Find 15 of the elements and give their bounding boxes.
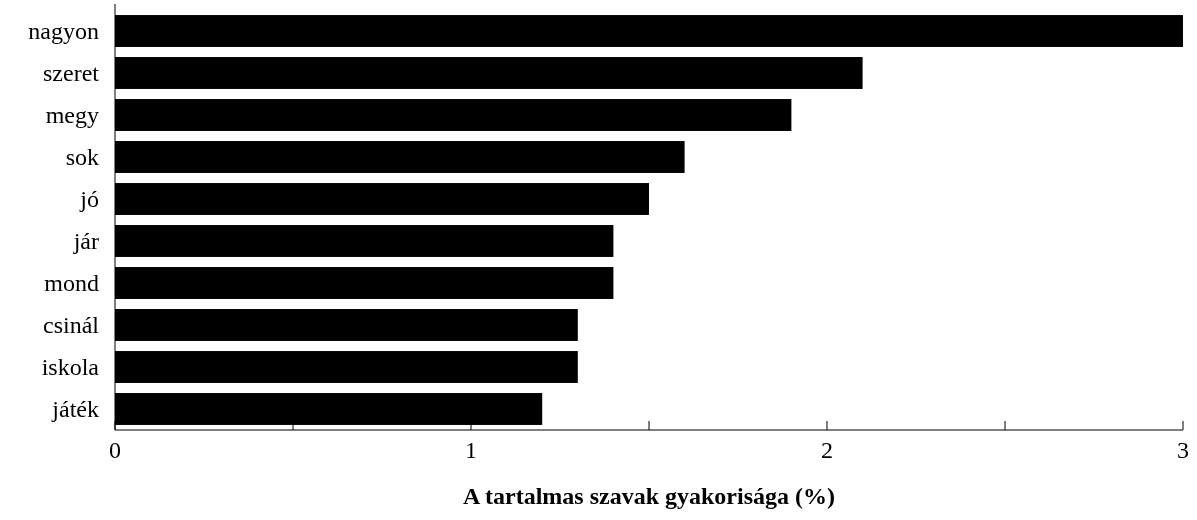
y-tick-label: szeret [43,60,100,87]
y-tick-label: sok [65,144,99,171]
x-axis-title: A tartalmas szavak gyakorisága (%) [463,483,835,509]
y-tick-label: megy [45,102,99,129]
y-tick-label: jó [79,186,99,213]
x-tick-label: 0 [109,437,121,463]
y-tick-label: játék [51,396,99,423]
x-tick-label: 2 [821,437,833,463]
y-tick-label: jár [72,228,100,255]
y-tick-label: mond [44,270,99,297]
y-tick-label: nagyon [28,18,99,45]
y-tick-label: csinál [43,312,100,339]
y-tick-label: iskola [41,354,100,381]
x-tick-label: 3 [1177,437,1189,463]
x-tick-label: 1 [465,437,477,463]
